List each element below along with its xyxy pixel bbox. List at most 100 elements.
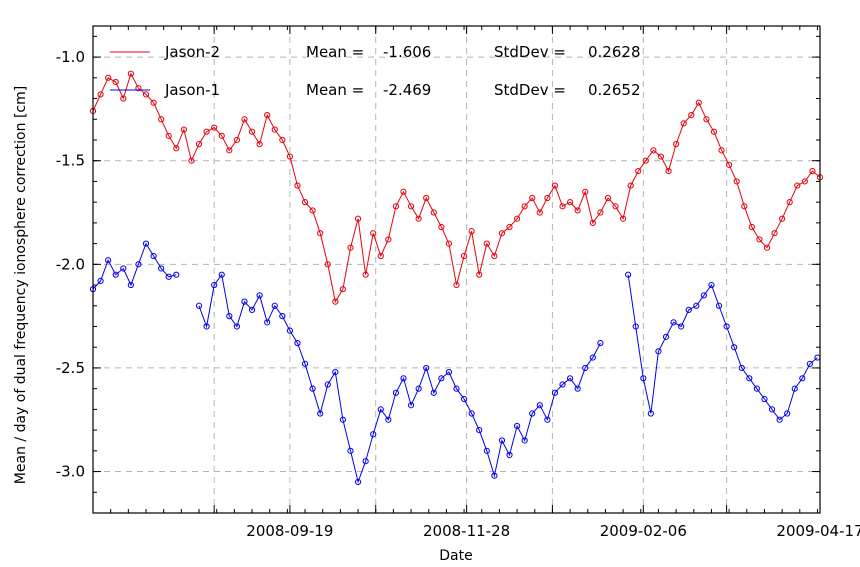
jason-1-point — [685, 306, 692, 314]
jason-1-point — [768, 406, 776, 413]
jason-2-point — [604, 194, 612, 202]
jason-2-point — [620, 215, 627, 222]
jason-2-point — [150, 99, 157, 106]
jason-2-point — [203, 128, 210, 135]
jason-1-point — [211, 281, 218, 289]
jason-1-point — [218, 271, 225, 278]
x-tick-label: 2009-04-17 — [776, 522, 860, 540]
jason-1-point — [105, 257, 112, 264]
jason-1-point — [203, 323, 210, 330]
jason-2-point — [233, 136, 240, 144]
jason-2-legend-name: Jason-2 — [164, 43, 220, 61]
jason-2-point — [589, 219, 596, 226]
jason-1-line — [198, 273, 601, 484]
jason-2-point — [415, 215, 422, 222]
jason-1-point — [753, 385, 760, 392]
jason-2-point — [779, 215, 786, 222]
jason-2-point — [695, 99, 702, 106]
jason-1-point — [392, 389, 400, 396]
jason-1-legend-name: Jason-1 — [164, 81, 220, 99]
jason-2-point — [211, 124, 218, 131]
jason-1-point — [761, 395, 768, 403]
jason-1-point — [279, 313, 286, 320]
jason-2-point — [809, 167, 816, 175]
jason-2-point — [142, 91, 150, 98]
jason-2-point — [703, 116, 710, 123]
jason-1-mean-label: Mean = — [306, 81, 364, 99]
jason-1-point — [233, 323, 240, 330]
jason-1-point — [460, 395, 468, 403]
jason-1-point — [483, 447, 490, 454]
jason-1-stddev-label: StdDev = — [494, 81, 566, 99]
jason-1-point — [301, 360, 309, 367]
jason-2-point — [642, 157, 649, 164]
jason-1-point — [647, 410, 654, 417]
jason-2-point — [195, 141, 203, 148]
jason-2-point — [680, 120, 687, 127]
jason-2-point — [339, 286, 347, 293]
jason-1-point — [746, 375, 753, 382]
jason-1-point — [491, 472, 498, 479]
jason-1-point — [150, 252, 157, 260]
jason-1-point — [142, 240, 150, 247]
jason-1-point — [625, 271, 632, 278]
jason-2-point — [400, 188, 407, 195]
jason-2-point — [582, 188, 589, 195]
jason-1-point — [385, 416, 392, 423]
jason-2-point — [377, 252, 384, 260]
jason-2-point — [786, 199, 793, 206]
jason-2-point — [120, 95, 127, 102]
jason-2-point — [165, 132, 172, 139]
jason-2-point — [430, 209, 437, 216]
jason-1-point — [226, 313, 233, 320]
jason-1-point — [640, 375, 647, 382]
jason-2-point — [521, 203, 528, 210]
jason-1-point — [173, 271, 180, 278]
jason-2-point — [771, 230, 778, 237]
jason-2-point — [294, 182, 301, 189]
jason-1-point — [513, 422, 521, 430]
jason-1-point — [536, 402, 543, 409]
jason-1-point — [362, 458, 369, 465]
jason-1-point — [294, 339, 301, 347]
jason-2-point — [748, 223, 755, 231]
jason-2-point — [468, 228, 475, 235]
jason-2-point — [688, 112, 695, 119]
jason-2-point — [301, 199, 309, 206]
jason-1-stddev-value: 0.2652 — [588, 81, 641, 99]
jason-1-point — [632, 323, 639, 330]
jason-1-point — [430, 389, 437, 396]
jason-1-point — [498, 437, 506, 444]
jason-1-point — [347, 447, 354, 454]
jason-2-point — [317, 230, 324, 237]
jason-1-point — [377, 406, 384, 413]
jason-2-point — [741, 203, 748, 210]
jason-2-point — [271, 126, 278, 133]
x-tick-label: 2009-02-06 — [600, 522, 687, 540]
jason-1-point — [723, 323, 730, 330]
jason-2-point — [476, 271, 483, 278]
jason-2-point — [801, 178, 808, 185]
jason-1-point — [566, 375, 574, 382]
jason-1-point — [286, 327, 293, 334]
jason-1-point — [589, 354, 596, 361]
jason-2-point — [241, 116, 248, 123]
jason-2-point — [665, 167, 672, 175]
jason-1-point — [693, 302, 700, 309]
jason-2-point — [226, 147, 233, 154]
jason-2-point — [354, 215, 362, 222]
jason-2-point — [733, 178, 740, 185]
jason-1-point — [776, 416, 783, 423]
jason-2-point — [551, 182, 559, 189]
jason-1-point — [506, 451, 513, 459]
jason-2-point — [438, 223, 445, 231]
jason-2-point — [279, 136, 286, 144]
jason-2-point — [218, 132, 225, 139]
jason-1-point — [241, 298, 248, 305]
jason-1-mean-value: -2.469 — [383, 81, 431, 99]
jason-1-point — [784, 410, 791, 417]
jason-1-point — [468, 410, 475, 417]
jason-2-point — [97, 91, 104, 98]
jason-1-point — [256, 292, 263, 299]
jason-2-point — [127, 70, 134, 77]
